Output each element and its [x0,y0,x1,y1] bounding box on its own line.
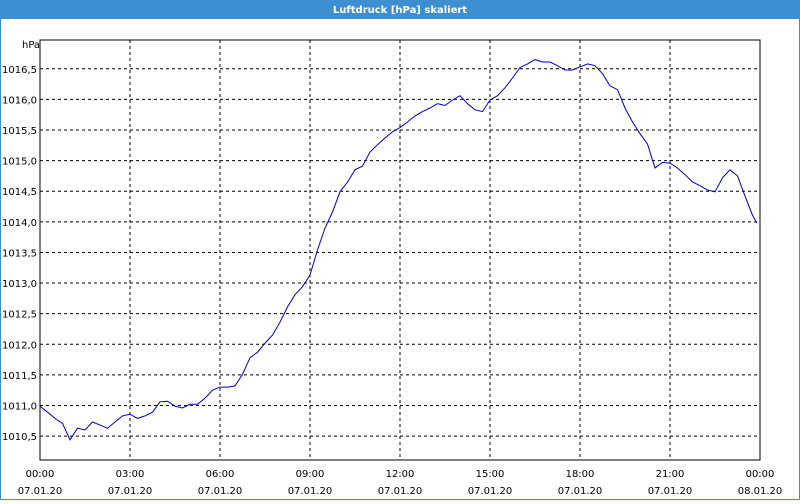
y-tick-label: 1014,0 [2,218,37,229]
y-tick-label: 1011,5 [2,371,37,382]
x-tick-label: 00:00 [26,469,55,480]
x-tick-label: 18:00 [566,469,595,480]
y-tick-label: 1011,0 [2,402,37,413]
y-tick-label: 1012,5 [2,310,37,321]
y-tick-label: 1014,5 [2,187,37,198]
x-tick-date: 07.01.20 [558,486,603,497]
y-tick-label: 1012,0 [2,340,37,351]
x-tick-date: 07.01.20 [108,486,153,497]
x-tick-label: 06:00 [206,469,235,480]
x-tick-date: 07.01.20 [18,486,63,497]
y-tick-label: 1015,0 [2,157,37,168]
x-tick-label: 15:00 [476,469,505,480]
x-tick-date: 07.01.20 [198,486,243,497]
x-tick-date: 07.01.20 [288,486,333,497]
y-tick-label: 1015,5 [2,126,37,137]
chart-title: Luftdruck [hPa] skaliert [333,5,467,16]
x-tick-date: 08.01.20 [738,486,783,497]
y-tick-label: 1013,0 [2,279,37,290]
x-tick-label: 21:00 [656,469,685,480]
y-tick-label: 1016,0 [2,95,37,106]
x-tick-label: 00:00 [746,469,775,480]
y-axis-label: hPa [22,40,40,51]
x-tick-date: 07.01.20 [468,486,513,497]
line [39,59,758,441]
x-tick-label: 03:00 [116,469,145,480]
x-tick-date: 07.01.20 [378,486,423,497]
title-bar [0,0,800,19]
y-tick-label: 1013,5 [2,248,37,259]
y-tick-label: 1010,5 [2,432,37,443]
x-tick-date: 07.01.20 [648,486,693,497]
x-tick-label: 09:00 [296,469,325,480]
y-tick-label: 1016,5 [2,65,37,76]
x-tick-label: 12:00 [386,469,415,480]
